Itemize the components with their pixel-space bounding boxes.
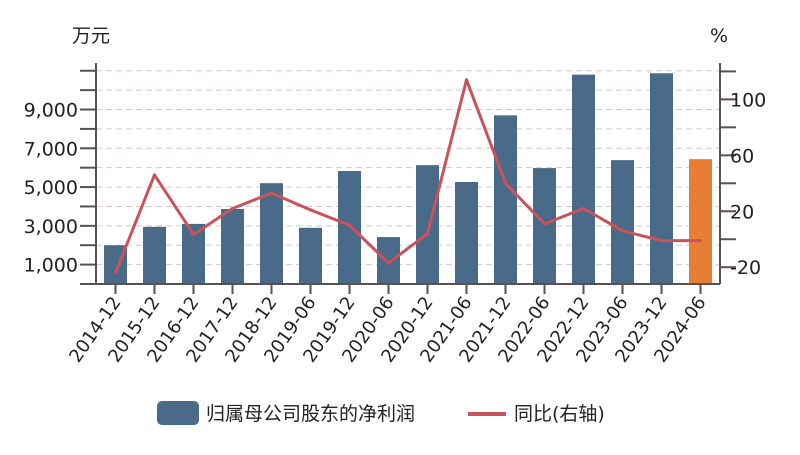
yoy-point-2014-12 <box>114 271 117 275</box>
yoy-point-2019-12 <box>348 223 351 227</box>
bar-2023-06 <box>611 160 634 284</box>
yoy-point-2023-12 <box>660 239 663 243</box>
yoy-point-2022-12 <box>582 206 585 210</box>
yoy-point-2020-12 <box>426 232 429 236</box>
right-tick-label: 60 <box>730 145 754 167</box>
bar-2017-12 <box>221 208 244 284</box>
yoy-point-2021-12 <box>504 181 507 185</box>
yoy-point-2018-12 <box>270 191 273 195</box>
bar-2020-12 <box>416 165 439 284</box>
right-tick-label: 20 <box>730 201 754 223</box>
legend: 归属母公司股东的净利润 同比(右轴) <box>157 401 605 425</box>
bar-2024-06 <box>689 159 712 284</box>
left-axis-unit: 万元 <box>72 25 110 47</box>
left-tick-label: 9,000 <box>24 100 78 122</box>
left-tick-label: 5,000 <box>24 177 78 199</box>
bar-2016-12 <box>182 223 205 284</box>
left-tick-label: 7,000 <box>24 138 78 160</box>
bar-2018-12 <box>260 183 283 284</box>
bar-2015-12 <box>143 226 166 284</box>
right-tick-label: -20 <box>730 257 761 279</box>
bar-2019-12 <box>338 170 361 284</box>
left-tick-label: 3,000 <box>24 216 78 238</box>
bar-2023-12 <box>650 73 673 284</box>
bar-2021-12 <box>494 115 517 284</box>
bar-2019-06 <box>299 227 322 284</box>
yoy-point-2020-06 <box>387 261 390 265</box>
right-tick-label: 100 <box>730 89 766 111</box>
yoy-point-2022-06 <box>543 222 546 226</box>
yoy-point-2023-06 <box>621 229 624 233</box>
bar-2021-06 <box>455 182 478 284</box>
yoy-point-2024-06 <box>699 239 702 243</box>
yoy-point-2019-06 <box>309 208 312 212</box>
right-axis-unit: % <box>710 25 728 47</box>
bar-2022-06 <box>533 168 556 284</box>
bar-2020-06 <box>377 237 400 284</box>
yoy-point-2015-12 <box>153 173 156 177</box>
yoy-point-2016-12 <box>192 232 195 236</box>
bar-2022-12 <box>572 74 595 284</box>
legend-bar-label: 归属母公司股东的净利润 <box>206 403 415 425</box>
legend-bar-swatch <box>157 401 199 425</box>
yoy-point-2021-06 <box>465 78 468 82</box>
yoy-point-2017-12 <box>231 206 234 210</box>
legend-line-label: 同比(右轴) <box>514 403 605 425</box>
yoy-line <box>114 78 701 274</box>
left-tick-label: 1,000 <box>24 255 78 277</box>
